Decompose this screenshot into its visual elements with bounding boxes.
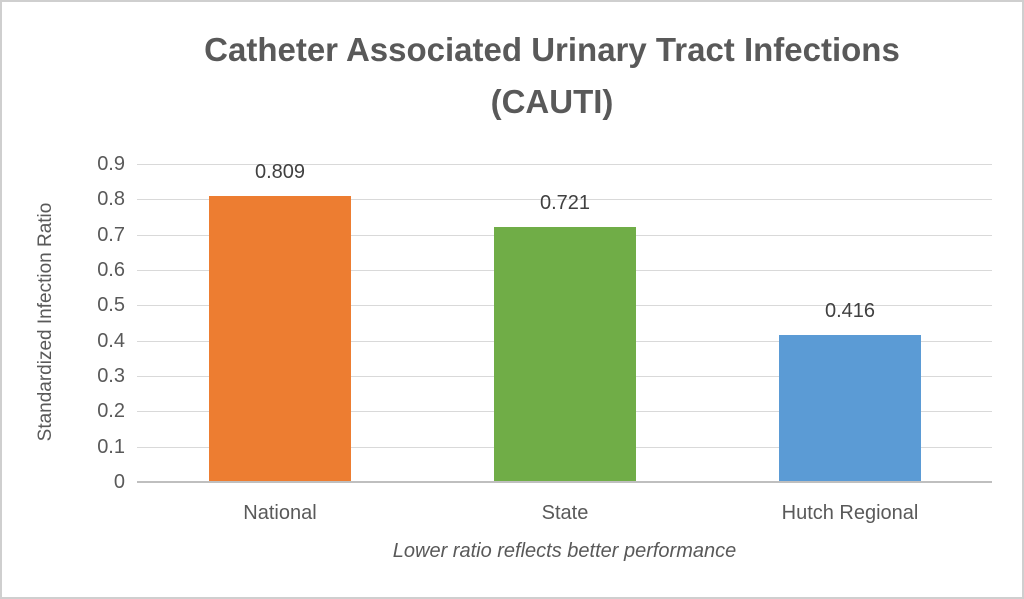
y-tick-label: 0.8 xyxy=(97,188,125,210)
bar-state xyxy=(494,227,636,481)
gridline xyxy=(137,164,992,165)
bar-national xyxy=(209,196,351,481)
y-tick-label: 0.5 xyxy=(97,294,125,316)
y-tick-label: 0.6 xyxy=(97,259,125,281)
bar-hutch-regional xyxy=(779,335,921,481)
chart-title: Catheter Associated Urinary Tract Infect… xyxy=(204,31,900,120)
y-tick-label: 0.2 xyxy=(97,400,125,422)
data-label: 0.416 xyxy=(824,300,876,322)
y-tick-label: 0.4 xyxy=(97,330,125,352)
x-axis-line xyxy=(137,481,992,483)
x-category-label: National xyxy=(243,502,317,524)
y-tick-label: 0.3 xyxy=(97,365,125,387)
y-axis-title-text: Standardized Infection Ratio xyxy=(35,202,56,442)
x-category-label: Hutch Regional xyxy=(781,502,919,524)
data-label: 0.721 xyxy=(539,192,591,214)
x-category-label: State xyxy=(541,502,589,524)
y-tick-label: 0.1 xyxy=(97,436,125,458)
y-tick-label: 0 xyxy=(113,471,125,493)
y-tick-label: 0.7 xyxy=(97,224,125,246)
gridline xyxy=(137,199,992,200)
data-label: 0.809 xyxy=(254,161,306,183)
x-axis-note: Lower ratio reflects better performance xyxy=(392,540,737,562)
y-tick-label: 0.9 xyxy=(97,153,125,175)
